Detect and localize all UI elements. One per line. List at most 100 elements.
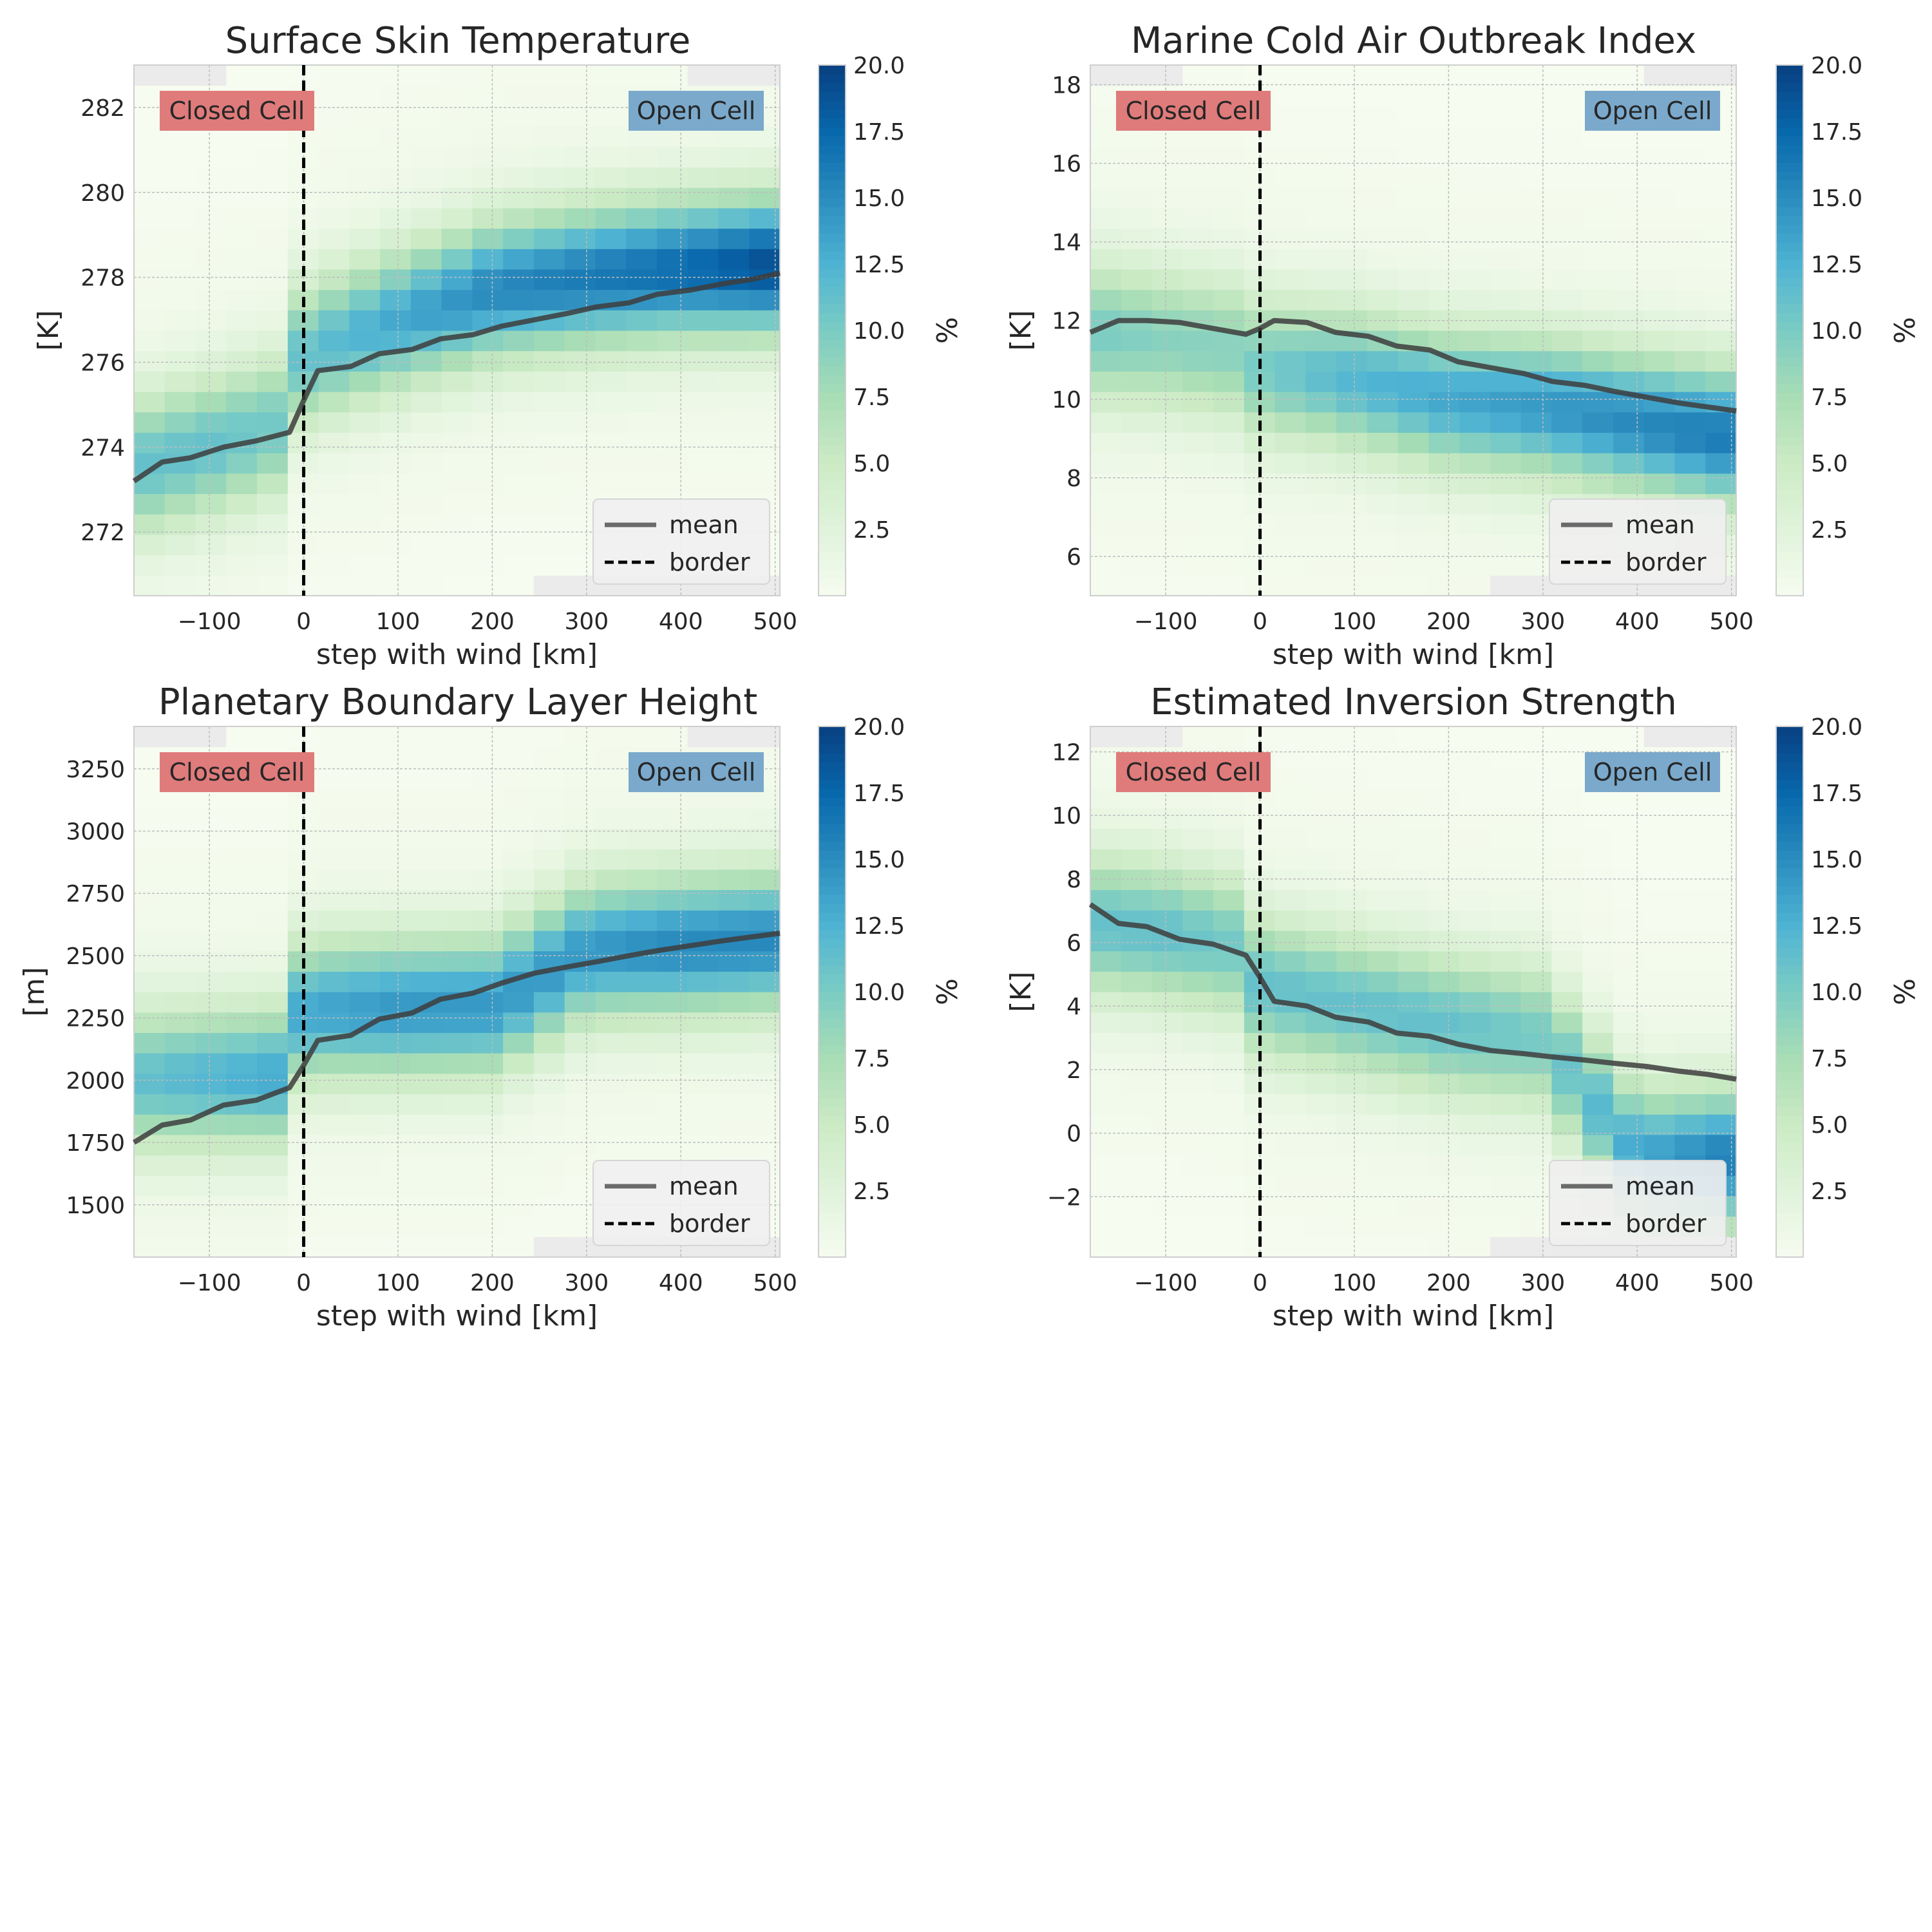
heatmap-cell [564,269,596,290]
heatmap-cell [1305,1073,1337,1095]
heatmap-cell [226,473,258,495]
heatmap-cell [257,167,289,188]
heatmap-cell [1613,828,1645,849]
heatmap-cell [1520,228,1553,249]
heatmap-cell [1428,828,1460,849]
heatmap-cell [1213,992,1245,1013]
heatmap-cell [164,1216,196,1237]
colorbar-segment [1776,180,1803,190]
heatmap-cell [1336,992,1368,1013]
x-tick-label: −100 [1134,1270,1198,1296]
colorbar-segment [1776,1000,1803,1010]
heatmap-cell [1520,493,1553,515]
heatmap-cell [656,167,688,188]
heatmap-cell [1121,1195,1153,1217]
heatmap-cell [318,767,350,788]
heatmap-cell [1367,1053,1399,1074]
y-axis-label: [K] [1005,971,1037,1012]
heatmap-cell [472,746,504,768]
heatmap-cell [195,187,227,209]
heatmap-cell [318,554,350,576]
heatmap-cell [226,910,258,931]
heatmap-cell [1151,1053,1183,1074]
heatmap-cell [441,808,473,829]
heatmap-cell [380,126,412,147]
heatmap-cell [687,1032,719,1054]
colorbar-segment [819,770,846,781]
heatmap-cell [1459,808,1491,829]
heatmap-cell [380,473,412,495]
heatmap-cell [503,930,535,952]
heatmap-cell [1182,207,1214,229]
x-axis-label: step with wind [km] [1273,1300,1554,1332]
heatmap-cell [1643,930,1676,952]
heatmap-cell [1305,910,1337,931]
heatmap-cell [1613,330,1645,352]
heatmap-cell [503,889,535,911]
heatmap-cell [1428,788,1460,809]
heatmap-cell [595,971,627,992]
heatmap-cell [1305,575,1337,596]
heatmap-cell [441,788,473,809]
heatmap-cell [656,432,688,453]
heatmap-cell [134,534,166,556]
colorbar-segment [819,779,846,789]
heatmap-cell [1274,849,1306,870]
heatmap-cell [1643,1032,1676,1054]
heatmap-cell [195,269,227,290]
heatmap-cell [626,1094,658,1115]
heatmap-cell [318,1236,350,1258]
heatmap-cell [1459,207,1491,229]
colorbar-segment [1776,824,1803,833]
heatmap-cell [1121,849,1153,870]
heatmap-cell [164,726,196,748]
heatmap-cell [1367,167,1399,188]
heatmap-cell [1182,828,1214,849]
heatmap-cell [472,432,504,453]
heatmap-cell [1582,849,1614,870]
chart-title: Estimated Inversion Strength [1150,681,1677,723]
colorbar-segment [1776,956,1803,966]
y-tick-label: −2 [1047,1184,1081,1211]
heatmap-cell [718,889,750,911]
heatmap-cell [1182,228,1214,249]
heatmap-cell [564,412,596,433]
heatmap-cell [226,187,258,209]
heatmap-cell [257,930,289,952]
colorbar-segment [1776,268,1803,278]
heatmap-cell [1090,992,1122,1013]
heatmap-cell [257,187,289,209]
heatmap-cell [410,126,442,147]
heatmap-cell [1336,788,1368,809]
colorbar-segment [1776,215,1803,225]
heatmap-cell [1551,330,1583,352]
heatmap-cell [687,432,719,453]
heatmap-cell [533,788,565,809]
colorbar-segment [819,867,846,878]
heatmap-cell [349,85,381,106]
heatmap-cell [687,828,719,849]
heatmap-cell [1520,849,1553,870]
heatmap-cell [595,269,627,290]
heatmap-cell [564,65,596,86]
heatmap-cell [380,249,412,270]
y-tick-label: 6 [1066,544,1081,571]
heatmap-cell [410,869,442,891]
colorbar-segment [1776,841,1803,851]
colorbar-segment [819,82,846,92]
heatmap-cell [410,1094,442,1115]
heatmap-cell [257,1175,289,1197]
heatmap-cell [1520,808,1553,829]
heatmap-cell [718,432,750,453]
heatmap-cell [718,453,750,474]
heatmap-cell [441,167,473,188]
heatmap-cell [380,849,412,870]
heatmap-cell [349,788,381,809]
heatmap-cell [687,249,719,270]
heatmap-cell [656,726,688,748]
heatmap-cell [164,249,196,270]
heatmap-cell [1490,514,1522,535]
y-tick-label: 2 [1066,1057,1081,1084]
heatmap-cell [410,1012,442,1033]
heatmap-cell [441,910,473,931]
